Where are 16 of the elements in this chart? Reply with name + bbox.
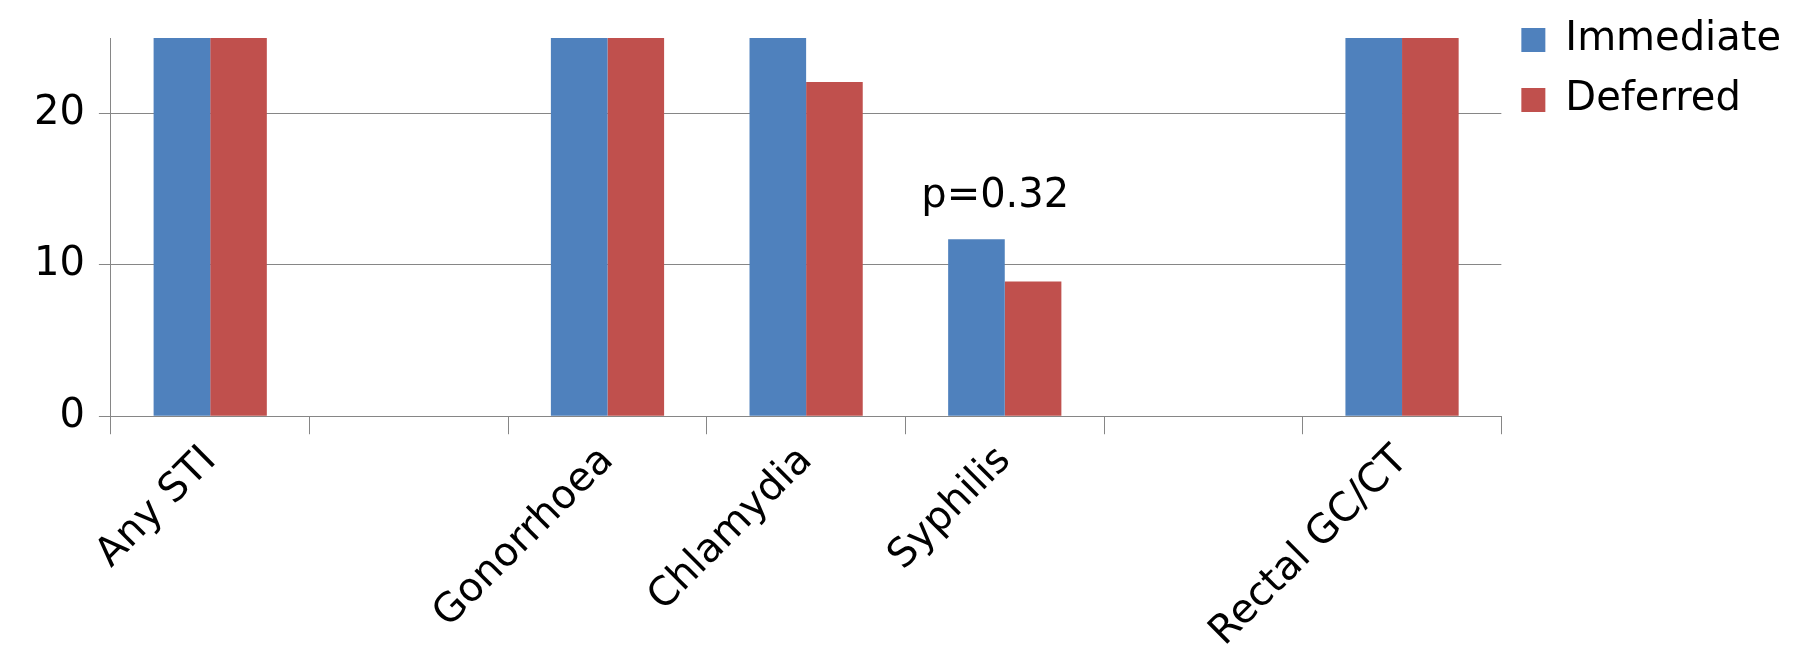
- bar: [550, 38, 608, 416]
- bar: [607, 38, 665, 416]
- annotation: p=0.32: [921, 170, 1070, 217]
- bar: [1004, 281, 1062, 416]
- bar: [749, 38, 807, 416]
- legend-label: Immediate: [1565, 13, 1782, 60]
- y-tick-label: 0: [59, 389, 85, 436]
- bar: [1345, 38, 1403, 416]
- y-tick-label: 20: [33, 87, 85, 134]
- bar: [153, 38, 211, 416]
- bar: [806, 81, 863, 416]
- bar: [210, 38, 267, 416]
- y-tick-label: 10: [33, 238, 85, 285]
- bar: [1402, 38, 1459, 416]
- bar: [948, 239, 1005, 416]
- legend-label: Deferred: [1565, 73, 1741, 120]
